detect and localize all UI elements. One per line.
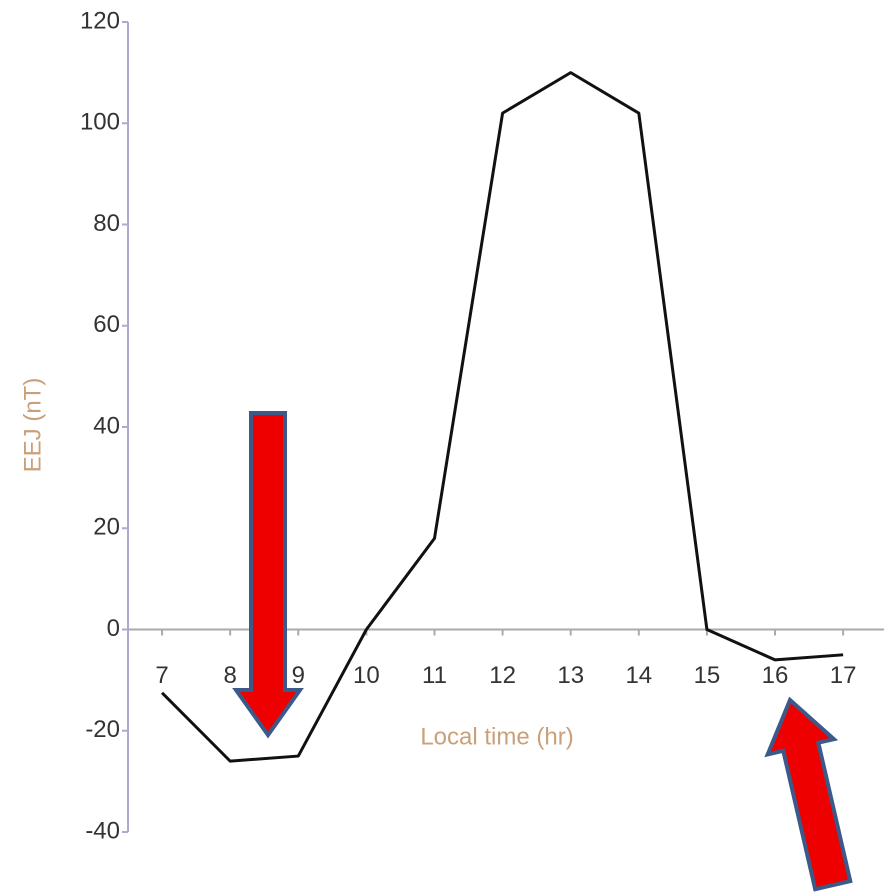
plot: -40 -20 0 20 40 60 80 100 120 7 8 9 10 11 12 13 14 15 16 17 <box>80 7 884 844</box>
arrow-down <box>232 411 304 739</box>
x-axis-label: Local time (hr) <box>420 723 573 750</box>
y-tick-label: -40 <box>85 817 120 844</box>
y-tick-label: 0 <box>107 615 120 642</box>
x-tick-label: 9 <box>292 662 305 689</box>
x-tick-label: 15 <box>694 662 721 689</box>
y-tick-label: -20 <box>85 716 120 743</box>
x-tick-label: 14 <box>625 662 652 689</box>
x-tick-label: 7 <box>155 662 168 689</box>
y-tick-label: 80 <box>93 210 120 237</box>
y-tick-label: 20 <box>93 514 120 541</box>
x-tick-label: 16 <box>762 662 789 689</box>
arrow-up <box>764 696 853 892</box>
x-tick-label: 17 <box>830 662 857 689</box>
y-axis-label: EEJ (nT) <box>19 378 46 473</box>
y-tick-label: 60 <box>93 311 120 338</box>
y-tick-label: 100 <box>80 109 120 136</box>
y-tick-label: 120 <box>80 7 120 34</box>
x-tick-label: 12 <box>489 662 516 689</box>
x-tick-label: 11 <box>422 662 447 689</box>
x-tick-label: 8 <box>223 662 236 689</box>
data-line <box>160 71 844 763</box>
y-tick-label: 40 <box>93 412 120 439</box>
x-tick-label: 13 <box>557 662 584 689</box>
x-tick-label: 10 <box>353 662 380 689</box>
